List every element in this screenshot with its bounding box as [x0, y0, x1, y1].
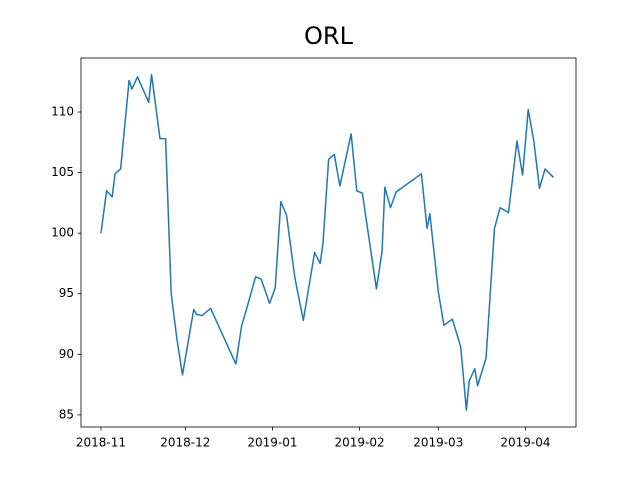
- x-tick-label: 2019-04: [500, 436, 550, 450]
- x-tick-label: 2018-11: [76, 436, 126, 450]
- line-series: [100, 73, 555, 411]
- y-tick-label: 105: [51, 165, 74, 179]
- x-tick-label: 2019-03: [413, 436, 463, 450]
- x-tick-label: 2019-01: [247, 436, 297, 450]
- plot-frame: [80, 57, 577, 428]
- y-tick-label: 85: [59, 407, 74, 421]
- y-tick-label: 90: [59, 347, 74, 361]
- chart-title: ORL: [304, 22, 354, 50]
- y-tick-label: 95: [59, 286, 74, 300]
- y-tick-label: 100: [51, 226, 74, 240]
- x-tick-label: 2018-12: [160, 436, 210, 450]
- y-tick-label: 110: [51, 105, 74, 119]
- x-tick-label: 2019-02: [334, 436, 384, 450]
